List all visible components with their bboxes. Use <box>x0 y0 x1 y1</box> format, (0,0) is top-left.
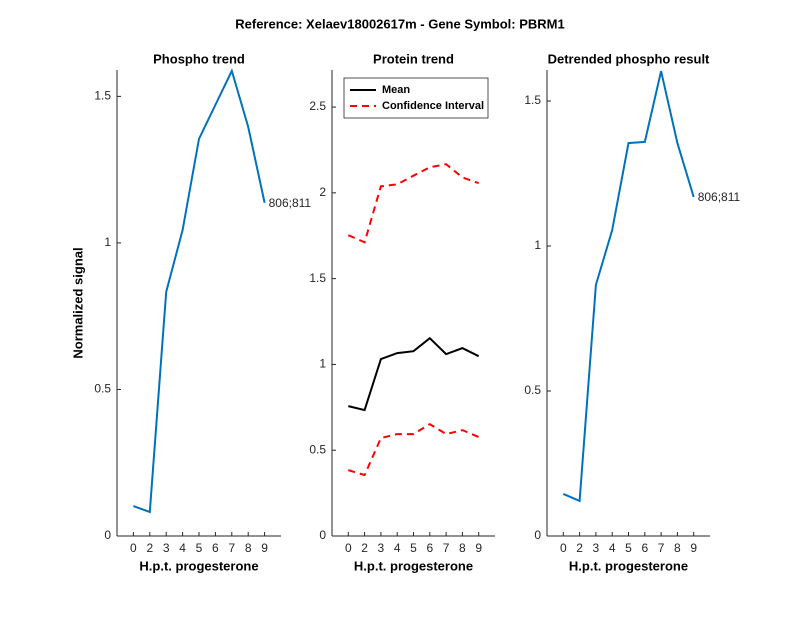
data-line <box>348 422 480 477</box>
x-tick-label: 7 <box>658 541 665 555</box>
x-tick-label: 6 <box>212 541 219 555</box>
x-tick-label: 5 <box>410 541 417 555</box>
y-axis-label: Normalized signal <box>70 247 85 358</box>
annotation: 806;811 <box>698 190 741 204</box>
x-tick-label: 3 <box>593 541 600 555</box>
axes-title: Phospho trend <box>153 51 245 66</box>
y-tick-label: 1 <box>319 357 326 371</box>
figure-title: Reference: Xelaev18002617m - Gene Symbol… <box>235 16 565 31</box>
x-tick-label: 4 <box>394 541 401 555</box>
annotation: 806;811 <box>269 196 312 210</box>
x-tick-label: 7 <box>443 541 450 555</box>
x-tick-label: 8 <box>674 541 681 555</box>
x-tick-label: 6 <box>426 541 433 555</box>
x-tick-label: 8 <box>459 541 466 555</box>
x-axis-label: H.p.t. progesterone <box>569 558 688 573</box>
x-tick-label: 3 <box>163 541 170 555</box>
legend-label: Mean <box>382 84 410 96</box>
x-tick-label: 3 <box>378 541 385 555</box>
x-tick-label: 0 <box>560 541 567 555</box>
axes-title: Detrended phospho result <box>548 51 710 66</box>
x-tick-label: 4 <box>179 541 186 555</box>
y-tick-label: 0.5 <box>94 382 111 396</box>
y-tick-label: 1.5 <box>309 271 326 285</box>
y-tick-label: 2 <box>319 185 326 199</box>
y-tick-label: 0 <box>319 528 326 542</box>
legend-box <box>343 77 489 119</box>
y-tick-label: 0.5 <box>309 442 326 456</box>
x-axis-label: H.p.t. progesterone <box>354 558 473 573</box>
x-tick-label: 7 <box>228 541 235 555</box>
legend-label: Confidence Interval <box>382 100 484 112</box>
y-tick-label: 0 <box>104 528 111 542</box>
x-tick-label: 4 <box>609 541 616 555</box>
y-tick-label: 1.5 <box>94 89 111 103</box>
x-tick-label: 9 <box>475 541 482 555</box>
axes-title: Protein trend <box>373 51 454 66</box>
x-tick-label: 9 <box>261 541 268 555</box>
data-line <box>348 336 480 412</box>
x-tick-label: 0 <box>345 541 352 555</box>
x-tick-label: 0 <box>130 541 137 555</box>
x-axis-label: H.p.t. progesterone <box>139 558 258 573</box>
x-tick-label: 9 <box>690 541 697 555</box>
y-tick-label: 0 <box>534 528 541 542</box>
data-line <box>562 70 695 503</box>
x-tick-label: 6 <box>641 541 648 555</box>
y-tick-label: 1 <box>534 238 541 252</box>
x-tick-label: 8 <box>245 541 252 555</box>
x-tick-label: 2 <box>361 541 368 555</box>
x-tick-label: 2 <box>146 541 153 555</box>
y-tick-label: 1 <box>104 235 111 249</box>
data-line <box>347 163 480 244</box>
y-tick-label: 0.5 <box>524 383 541 397</box>
x-tick-label: 2 <box>576 541 583 555</box>
x-tick-label: 5 <box>625 541 632 555</box>
y-tick-label: 1.5 <box>524 93 541 107</box>
y-tick-label: 2.5 <box>309 99 326 113</box>
x-tick-label: 5 <box>196 541 203 555</box>
data-line <box>133 68 266 514</box>
